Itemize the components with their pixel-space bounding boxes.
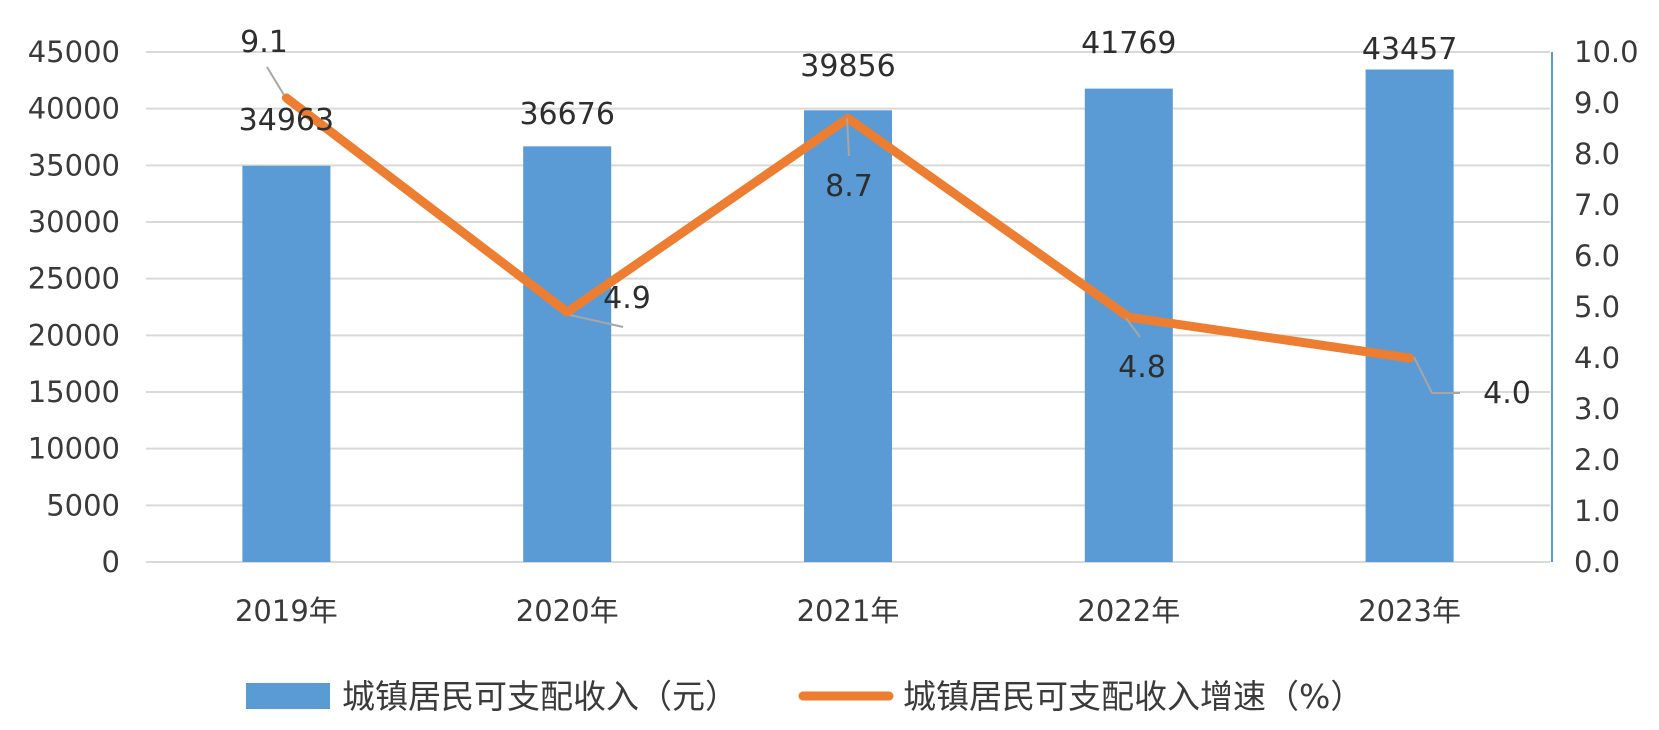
left-y-axis: 0 5000 10000 15000 20000 25000 30000 35000 40000… <box>28 35 120 579</box>
left-y-tick-label: 30000 <box>28 205 120 239</box>
x-tick-label: 2022年 <box>1077 594 1180 628</box>
left-y-tick-label: 0 <box>102 545 120 579</box>
leader-line <box>1125 317 1141 338</box>
left-y-tick-label: 45000 <box>28 35 120 69</box>
bar-data-label: 34963 <box>239 103 334 138</box>
bar-data-label: 36676 <box>519 97 614 132</box>
leader-line <box>266 66 285 96</box>
bar-0 <box>242 165 331 562</box>
legend-label-growth: 城镇居民可支配收入增速（%） <box>903 677 1363 716</box>
right-y-tick-label: 9.0 <box>1574 86 1620 120</box>
bar-data-labels: 34963 36676 39856 41769 43457 <box>239 26 1458 138</box>
line-data-label: 9.1 <box>240 25 288 60</box>
left-y-tick-label: 20000 <box>28 318 120 352</box>
bar-4 <box>1365 69 1454 562</box>
right-y-tick-label: 1.0 <box>1574 494 1620 528</box>
bar-data-label: 43457 <box>1362 32 1457 67</box>
right-y-tick-label: 3.0 <box>1574 392 1620 426</box>
leader-line <box>569 314 624 328</box>
bar-data-label: 39856 <box>800 49 895 84</box>
line-point-0 <box>283 94 290 101</box>
right-y-tick-label: 5.0 <box>1574 290 1620 324</box>
right-y-axis: 0.0 1.0 2.0 3.0 4.0 5.0 6.0 7.0 8.0 9.0 10.0 <box>1551 35 1639 579</box>
line-data-label: 8.7 <box>825 169 873 204</box>
left-y-tick-label: 10000 <box>28 432 120 466</box>
left-y-tick-label: 35000 <box>28 148 120 182</box>
right-y-tick-label: 10.0 <box>1574 35 1639 69</box>
right-y-tick-label: 0.0 <box>1574 545 1620 579</box>
x-axis: 2019年 2020年 2021年 2022年 2023年 <box>235 594 1461 628</box>
line-point-1 <box>564 309 571 316</box>
line-data-label: 4.9 <box>603 281 651 316</box>
leader-line <box>846 117 850 157</box>
line-point-4 <box>1406 355 1413 361</box>
leader-line <box>1413 356 1460 394</box>
right-y-tick-label: 6.0 <box>1574 239 1620 273</box>
x-tick-label: 2019年 <box>235 594 338 628</box>
left-y-tick-label: 5000 <box>46 488 120 522</box>
bar-1 <box>523 146 612 562</box>
line-data-label: 4.8 <box>1118 350 1166 385</box>
left-y-tick-label: 15000 <box>28 375 120 409</box>
right-y-tick-label: 4.0 <box>1574 341 1620 375</box>
x-tick-label: 2023年 <box>1358 594 1461 628</box>
label-leader-lines <box>266 66 1460 394</box>
bar-2 <box>804 110 892 562</box>
bar-data-label: 41769 <box>1081 26 1176 61</box>
x-tick-label: 2021年 <box>797 594 900 628</box>
legend-swatch-income <box>246 683 330 709</box>
left-y-tick-label: 40000 <box>28 92 120 126</box>
x-tick-label: 2020年 <box>516 594 619 628</box>
right-y-tick-label: 8.0 <box>1574 137 1620 171</box>
bar-series <box>242 69 1454 563</box>
left-y-tick-label: 25000 <box>28 262 120 296</box>
line-data-label: 4.0 <box>1483 376 1531 411</box>
legend: 城镇居民可支配收入（元） 城镇居民可支配收入增速（%） <box>246 677 1363 716</box>
right-y-tick-label: 2.0 <box>1574 443 1620 477</box>
line-data-labels: 9.1 4.9 8.7 4.8 4.0 <box>240 25 1531 411</box>
right-y-tick-label: 7.0 <box>1574 188 1620 222</box>
legend-label-income: 城镇居民可支配收入（元） <box>342 677 738 716</box>
